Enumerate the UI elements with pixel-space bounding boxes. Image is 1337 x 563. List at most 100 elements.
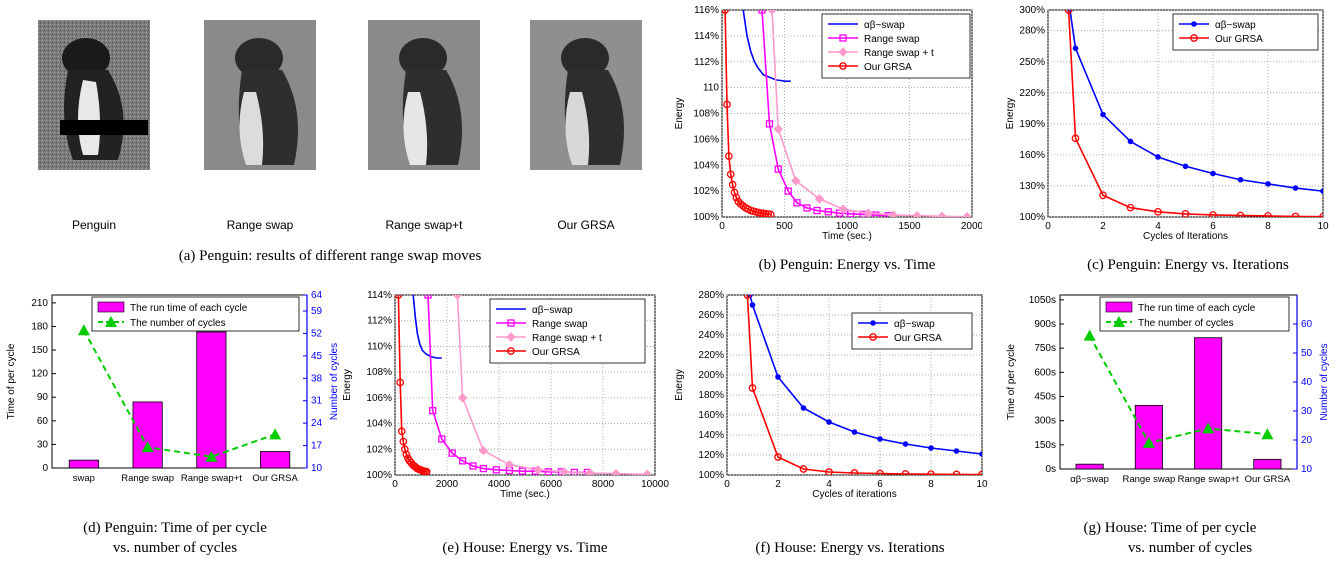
x-tick-label: 2000 — [436, 479, 459, 490]
y-tick-label: 100% — [698, 470, 724, 481]
y2-tick-label: 60 — [1301, 319, 1313, 330]
data-point — [518, 467, 527, 475]
photo-label-penguin: Penguin — [71, 218, 117, 232]
x-tick-label: 8 — [928, 479, 934, 490]
x-tick-label: 8000 — [592, 479, 615, 490]
data-point — [722, 10, 729, 14]
data-point — [424, 295, 432, 299]
x-tick-label: 2000 — [961, 221, 982, 232]
photo-label-range-swap-t: Range swap+t — [385, 218, 463, 232]
data-point — [1154, 207, 1162, 216]
data-point — [824, 208, 832, 216]
y-tick-label: 300s — [1034, 416, 1056, 427]
cycles-line — [1088, 335, 1268, 445]
x-tick-label: 8 — [1265, 221, 1271, 232]
bar — [1075, 463, 1104, 470]
legend-label: Our GRSA — [532, 347, 580, 358]
x-tick-label: 10 — [1317, 221, 1329, 232]
legend-label: Range swap — [864, 34, 920, 45]
x-tick-label: Range swap+t — [181, 473, 242, 484]
data-point — [642, 469, 652, 475]
data-point — [397, 427, 406, 436]
y2-tick-label: 59 — [311, 306, 323, 317]
data-point — [749, 302, 756, 308]
y-tick-label: 190% — [1019, 119, 1045, 130]
y-tick-label: 300% — [1019, 5, 1045, 16]
data-point — [504, 460, 515, 470]
data-point — [1182, 163, 1189, 170]
y-tick-label: 220% — [1019, 88, 1045, 99]
y-tick-label: 160% — [1019, 150, 1045, 161]
series-line-2 — [771, 10, 968, 217]
x-tick-label: 6 — [877, 479, 883, 490]
y-tick-label: 180% — [698, 390, 724, 401]
data-point — [784, 187, 792, 195]
data-point — [748, 384, 757, 392]
y-tick-label: 110% — [367, 341, 392, 352]
y-tick-label: 100% — [1019, 212, 1045, 223]
y-tick-label: 104% — [693, 160, 719, 171]
data-point — [813, 206, 821, 215]
y2-tick-label: 50 — [1301, 348, 1313, 359]
data-point — [912, 210, 922, 217]
y-tick-label: 0 — [42, 463, 48, 474]
data-point — [743, 295, 752, 299]
data-point — [774, 165, 782, 173]
data-point — [448, 449, 456, 457]
caption-g-line2: vs. number of cycles — [1127, 540, 1253, 556]
data-point — [863, 208, 873, 217]
y2-tick-label: 45 — [311, 351, 323, 362]
data-point — [728, 180, 737, 189]
data-point — [1319, 212, 1323, 217]
y-tick-label: 160% — [698, 410, 724, 421]
data-point — [758, 10, 766, 14]
data-point — [799, 465, 808, 473]
cycles-point — [269, 428, 282, 440]
y-tick-label: 600s — [1034, 367, 1056, 378]
chart-d-penguin-time-per-cycle: 0 30 60 90 120 150 180 210 10 17 24 31 38 45 52 59 64 swa… — [6, 290, 340, 484]
chart-b-penguin-energy-vs-time: 0 500 1000 1500 2000 100% 102% 104% 106% 108% 110 1… — [674, 5, 982, 242]
photo-label-our-grsa: Our GRSA — [557, 218, 615, 232]
data-point — [872, 211, 880, 217]
data-point — [764, 210, 773, 217]
data-point — [438, 435, 446, 443]
legend-marker — [507, 319, 515, 327]
x-tick-label: 0 — [719, 221, 725, 232]
chart-g-house-time-per-cycle: 0s 150s 300s 450s 600s 750s 900s 1050s 10 20 30 40 5… — [1006, 294, 1330, 485]
y-tick-label: 130% — [1019, 181, 1045, 192]
data-point — [1071, 134, 1080, 143]
data-point — [927, 470, 935, 475]
legend-marker — [869, 333, 877, 341]
data-point — [1126, 203, 1135, 212]
data-point — [766, 210, 775, 217]
data-point — [877, 436, 883, 442]
bar — [68, 459, 99, 469]
cycles-point — [205, 450, 218, 462]
y-tick-label: 104% — [366, 419, 392, 430]
cycles-point — [77, 324, 90, 336]
data-point — [1181, 210, 1190, 217]
caption-f: (f) House: Energy vs. Iterations — [755, 540, 945, 556]
data-point — [401, 445, 409, 454]
x-tick-label: 0 — [724, 479, 730, 490]
data-point — [429, 407, 437, 415]
x-tick-label: swap — [73, 473, 95, 484]
photo-our-grsa — [530, 20, 642, 170]
y-tick-label: 102% — [693, 186, 719, 197]
x-tick-label: 10000 — [641, 479, 669, 490]
caption-g-line1: (g) House: Time of per cycle — [1083, 520, 1257, 536]
data-point — [774, 453, 782, 461]
x-tick-label: 0 — [1045, 221, 1051, 232]
x-axis-label: Cycles of Iterations — [1143, 231, 1228, 242]
y-tick-label: 260% — [698, 310, 724, 321]
cycles-point — [141, 441, 154, 453]
data-point — [544, 468, 553, 475]
chart-f-house-energy-vs-iterations: 0 2 4 6 8 10 100% 120% 140% 160% 180% 200% 220% 240% 2… — [674, 290, 988, 500]
data-point — [952, 470, 961, 475]
photo-penguin-input — [38, 20, 150, 170]
caption-d-line1: (d) Penguin: Time of per cycle — [83, 520, 267, 536]
caption-a: (a) Penguin: results of different range … — [178, 248, 482, 264]
y2-tick-label: 40 — [1301, 377, 1313, 388]
photo-range-swap — [204, 20, 316, 170]
legend-box — [91, 296, 300, 332]
